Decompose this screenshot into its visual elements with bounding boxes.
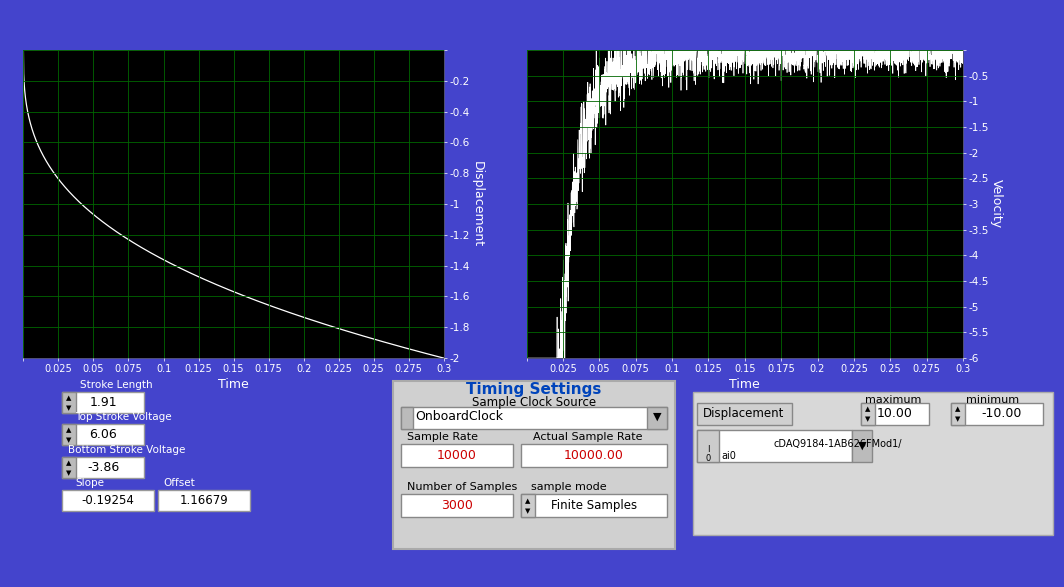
Text: ▼: ▼ (66, 405, 71, 411)
Text: -0.19254: -0.19254 (82, 494, 134, 507)
Text: Offset: Offset (163, 478, 195, 488)
FancyBboxPatch shape (62, 457, 144, 478)
Text: ▲: ▲ (66, 427, 71, 433)
Text: minimum: minimum (966, 395, 1019, 405)
FancyBboxPatch shape (861, 403, 875, 425)
Text: ▲: ▲ (865, 406, 870, 412)
Text: ▼: ▼ (858, 441, 866, 451)
FancyBboxPatch shape (401, 444, 513, 467)
Text: Finite Samples: Finite Samples (551, 499, 637, 512)
FancyBboxPatch shape (697, 430, 719, 462)
Text: -10.00: -10.00 (982, 407, 1023, 420)
FancyBboxPatch shape (693, 392, 1053, 535)
FancyBboxPatch shape (157, 490, 250, 511)
Text: ai0: ai0 (721, 451, 736, 461)
Y-axis label: Displacement: Displacement (470, 161, 483, 247)
FancyBboxPatch shape (401, 407, 667, 429)
Text: Stroke Length: Stroke Length (80, 380, 152, 390)
FancyBboxPatch shape (62, 392, 76, 413)
FancyBboxPatch shape (62, 490, 154, 511)
Text: ▼: ▼ (955, 416, 961, 422)
Text: Bottom Stroke Voltage: Bottom Stroke Voltage (68, 445, 185, 455)
Text: ▼: ▼ (652, 412, 661, 422)
FancyBboxPatch shape (697, 430, 852, 462)
Text: ▲: ▲ (526, 498, 531, 504)
FancyBboxPatch shape (697, 403, 792, 425)
FancyBboxPatch shape (401, 494, 513, 517)
FancyBboxPatch shape (951, 403, 965, 425)
X-axis label: Time: Time (218, 378, 249, 391)
FancyBboxPatch shape (521, 494, 667, 517)
Text: ▼: ▼ (526, 508, 531, 514)
FancyBboxPatch shape (951, 403, 1043, 425)
Text: ▼: ▼ (865, 416, 870, 422)
Text: ▲: ▲ (955, 406, 961, 412)
FancyBboxPatch shape (852, 430, 872, 462)
Text: -3.86: -3.86 (87, 461, 119, 474)
FancyBboxPatch shape (521, 494, 535, 517)
Text: ▲: ▲ (66, 395, 71, 401)
Text: 0: 0 (705, 454, 711, 463)
Text: 6.06: 6.06 (89, 428, 117, 441)
Text: Actual Sample Rate: Actual Sample Rate (533, 432, 643, 442)
FancyBboxPatch shape (62, 424, 76, 445)
Text: 10000.00: 10000.00 (564, 449, 624, 462)
Text: Timing Settings: Timing Settings (466, 382, 601, 397)
FancyBboxPatch shape (401, 407, 413, 429)
Text: Number of Samples: Number of Samples (408, 482, 517, 492)
X-axis label: Time: Time (730, 378, 760, 391)
FancyBboxPatch shape (62, 392, 144, 413)
Text: Slope: Slope (74, 478, 104, 488)
Text: Top Stroke Voltage: Top Stroke Voltage (74, 412, 171, 422)
FancyBboxPatch shape (647, 407, 667, 429)
Text: 1.16679: 1.16679 (180, 494, 229, 507)
FancyBboxPatch shape (62, 457, 76, 478)
Text: sample mode: sample mode (531, 482, 606, 492)
FancyBboxPatch shape (393, 381, 675, 549)
Text: Sample Clock Source: Sample Clock Source (472, 396, 596, 409)
FancyBboxPatch shape (62, 424, 144, 445)
Text: Sample Rate: Sample Rate (408, 432, 478, 442)
Text: ▼: ▼ (66, 470, 71, 476)
Text: Displacement: Displacement (703, 407, 784, 420)
Text: 10000: 10000 (437, 449, 477, 462)
Text: I: I (706, 446, 710, 454)
Text: cDAQ9184-1AB626FMod1/: cDAQ9184-1AB626FMod1/ (774, 439, 901, 449)
Text: OnboardClock: OnboardClock (415, 410, 503, 423)
Text: maximum: maximum (865, 395, 921, 405)
Text: ▲: ▲ (66, 460, 71, 466)
FancyBboxPatch shape (521, 444, 667, 467)
Text: 10.00: 10.00 (877, 407, 913, 420)
Text: 3000: 3000 (442, 499, 472, 512)
Y-axis label: Velocity: Velocity (990, 180, 1002, 228)
FancyBboxPatch shape (861, 403, 929, 425)
Text: 1.91: 1.91 (89, 396, 117, 409)
Text: ▼: ▼ (66, 437, 71, 443)
